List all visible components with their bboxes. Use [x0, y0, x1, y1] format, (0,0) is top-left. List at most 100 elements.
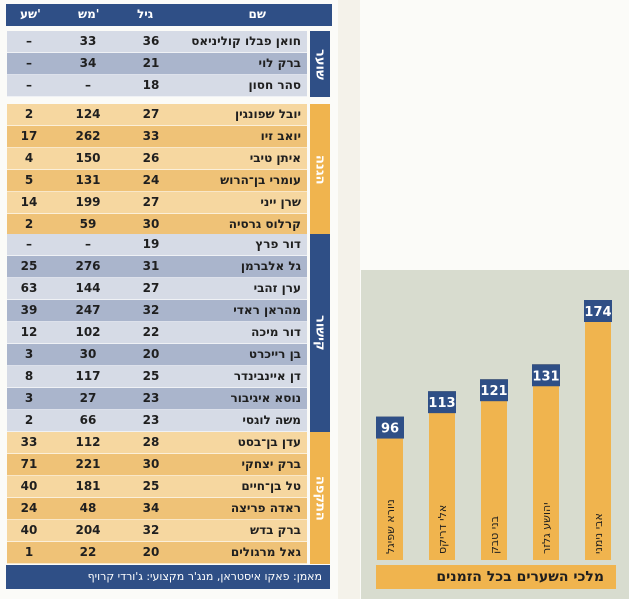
table-row: דור מיכה 22 102 12 [7, 322, 307, 344]
cell-name: עדן בן־בסט [237, 435, 301, 449]
table-row: ברק לוי 21 34 – [7, 53, 307, 75]
bar-value-box [532, 364, 560, 387]
cell-apps: 131 [75, 173, 101, 187]
cell-goals: 25 [20, 259, 38, 273]
cell-name: ראדה פריצה [230, 501, 301, 515]
cell-name: איתן טיבי [249, 151, 301, 165]
bar-category-label: יהושע גלזר [540, 502, 553, 554]
cell-age: 20 [142, 545, 160, 559]
header-apps: מש' [78, 7, 100, 21]
cell-goals: 3 [24, 391, 34, 405]
cell-name: גל אלברמן [240, 259, 301, 273]
cell-goals: 8 [24, 369, 34, 383]
cell-name: יובל שפונגין [235, 107, 301, 121]
bar-category-label: אלי דריקס [436, 505, 449, 554]
cell-goals: 2 [24, 413, 34, 427]
cell-age: 32 [142, 523, 160, 537]
bar-value-box [584, 300, 612, 322]
cell-goals: – [26, 78, 32, 92]
bar-category-label: ניורא שפיגל [384, 499, 397, 554]
cell-goals: 40 [20, 523, 38, 537]
table-row: איתן טיבי 26 150 4 [7, 148, 307, 170]
cell-name: יואב זיו [260, 129, 301, 143]
bar-category-label: בני טבק [488, 516, 501, 554]
cell-apps: 144 [75, 281, 101, 295]
table-row: עומרי בן־הרוש 24 131 5 [7, 170, 307, 192]
cell-goals: 24 [20, 501, 38, 515]
table-row: ברק יצחקי 30 221 71 [7, 454, 307, 476]
cell-apps: 117 [75, 369, 101, 383]
coach-text: מאמן: פאקו איסטראן, מנג'ר מקצועי: ג'ורדי… [87, 570, 322, 583]
table-row: נוסא איגיבור 23 27 3 [7, 388, 307, 410]
cell-age: 23 [142, 391, 160, 405]
cell-name: גאל מרגולים [230, 545, 301, 559]
cell-name: סהר חסון [248, 78, 301, 92]
table-row: דור פרץ 19 – – [7, 234, 307, 256]
cell-age: 20 [142, 347, 160, 361]
table-row: שרן ייני 27 199 14 [7, 192, 307, 214]
chart-title: מלכי השערים בכל הזמנים [436, 569, 604, 585]
bar-value-box [428, 391, 456, 414]
header-age: גיל [137, 7, 154, 21]
section-label-text: הגנה [312, 155, 328, 185]
cell-apps: 48 [79, 501, 97, 515]
cell-apps: 247 [75, 303, 101, 317]
cell-goals: 2 [24, 107, 34, 121]
cell-name: דן איינבינדר [233, 369, 301, 383]
table-row: בן רייכרט 20 30 3 [7, 344, 307, 366]
table-row: עדן בן־בסט 28 112 33 [7, 432, 307, 454]
bar [481, 379, 507, 560]
cell-age: 30 [142, 217, 160, 231]
cell-goals: 39 [20, 303, 38, 317]
table-row: ערן זהבי 27 144 63 [7, 278, 307, 300]
cell-name: ברק יצחקי [241, 457, 301, 471]
cell-name: ברק לוי [258, 56, 301, 70]
cell-goals: 14 [20, 195, 38, 209]
cell-name: ברק בדש [249, 523, 301, 537]
table-row: יובל שפונגין 27 124 2 [7, 104, 307, 126]
cell-goals: 4 [24, 151, 34, 165]
bar-value-label: 96 [381, 422, 399, 437]
cell-goals: 1 [24, 545, 34, 559]
cell-name: בן רייכרט [248, 347, 301, 361]
section-label-text: קישור [312, 315, 328, 351]
cell-goals: 12 [20, 325, 38, 339]
cell-apps: 204 [75, 523, 101, 537]
cell-age: 22 [142, 325, 160, 339]
cell-apps: 276 [75, 259, 101, 273]
cell-apps: 30 [79, 347, 97, 361]
table-row: קרלוס גרסיה 30 59 2 [7, 214, 307, 236]
cell-age: 26 [142, 151, 160, 165]
section-label-text: התקפה [312, 475, 328, 521]
section-label: קישור [310, 234, 330, 432]
bar-value-label: 131 [532, 369, 559, 384]
top-scorers-chart: 96 ניורא שפיגל 113 אלי דריקס 121 בני טבק 131 יה… [361, 270, 629, 599]
cell-age: 33 [142, 129, 160, 143]
cell-goals: 40 [20, 479, 38, 493]
cell-goals: – [26, 237, 32, 251]
cell-name: מהראן ראדי [233, 303, 301, 317]
cell-age: 25 [142, 369, 160, 383]
bar [585, 300, 611, 560]
cell-apps: 150 [75, 151, 101, 165]
header-goals: שע' [20, 7, 41, 21]
table-row: טל בן־חיים 25 181 40 [7, 476, 307, 498]
table-row: משה לוגסי 23 66 2 [7, 410, 307, 432]
bar [377, 416, 403, 560]
header-name: שם [248, 7, 266, 21]
cell-name: דור פרץ [255, 237, 301, 251]
cell-age: 24 [142, 173, 160, 187]
cell-apps: 33 [79, 34, 97, 48]
cell-apps: 112 [75, 435, 101, 449]
cell-apps: 59 [79, 217, 97, 231]
cell-age: 23 [142, 413, 160, 427]
cell-apps: 66 [79, 413, 97, 427]
bar [429, 391, 455, 560]
cell-apps: – [85, 237, 91, 251]
cell-goals: 33 [20, 435, 38, 449]
cell-goals: – [26, 56, 32, 70]
cell-age: 32 [142, 303, 160, 317]
chart-canvas: 96 ניורא שפיגל 113 אלי דריקס 121 בני טבק 131 יה… [376, 300, 612, 560]
cell-apps: 22 [79, 545, 97, 559]
cell-age: 34 [142, 501, 160, 515]
